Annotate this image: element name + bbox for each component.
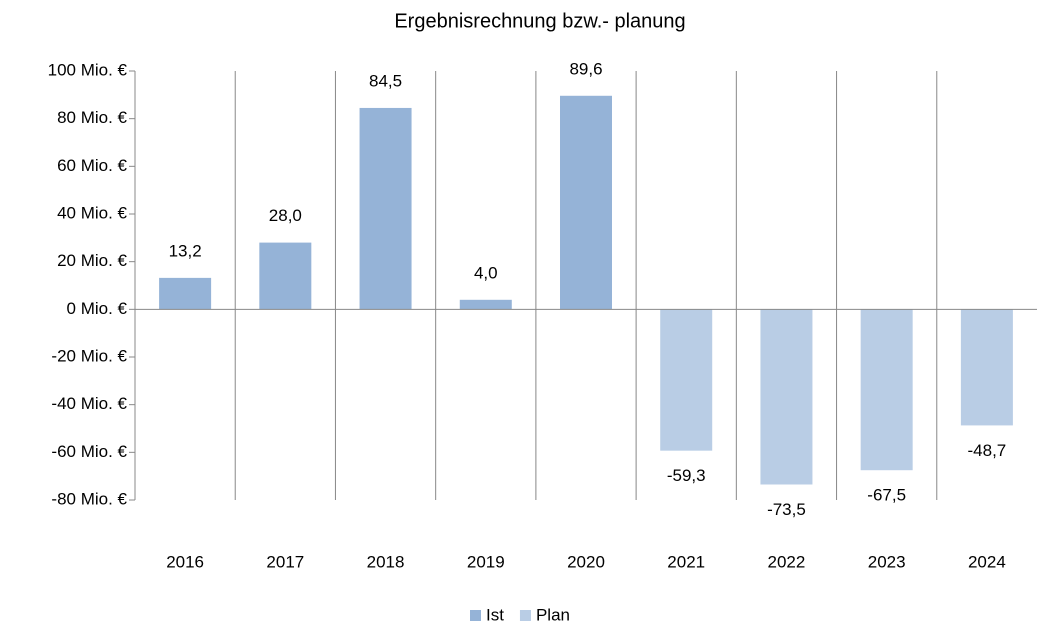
- y-tick-label: 60 Mio. €: [57, 156, 127, 175]
- y-tick-label: -60 Mio. €: [51, 442, 127, 461]
- y-tick-label: 40 Mio. €: [57, 203, 127, 222]
- bar: [359, 107, 412, 310]
- data-label: 4,0: [474, 263, 498, 282]
- x-tick-label: 2021: [667, 552, 705, 571]
- bar: [660, 309, 713, 451]
- x-tick-label: 2019: [467, 552, 505, 571]
- legend-swatch: [519, 610, 531, 621]
- data-label: 28,0: [269, 206, 302, 225]
- y-tick-label: -40 Mio. €: [51, 394, 127, 413]
- x-tick-label: 2018: [367, 552, 405, 571]
- x-tick-label: 2023: [868, 552, 906, 571]
- x-tick-label: 2024: [968, 552, 1006, 571]
- legend-label: Plan: [536, 605, 570, 624]
- x-tick-label: 2020: [567, 552, 605, 571]
- bar: [860, 309, 913, 471]
- x-tick-label: 2022: [768, 552, 806, 571]
- data-label: -73,5: [767, 500, 806, 519]
- data-label: -59,3: [667, 466, 706, 485]
- bar: [960, 309, 1013, 426]
- x-tick-label: 2016: [166, 552, 204, 571]
- data-label: -48,7: [968, 441, 1007, 460]
- x-tick-label: 2017: [266, 552, 304, 571]
- bar: [159, 277, 212, 310]
- bar: [459, 299, 512, 310]
- bar: [760, 309, 813, 485]
- legend-label: Ist: [486, 605, 504, 624]
- bar: [560, 95, 612, 310]
- y-tick-label: 0 Mio. €: [67, 299, 128, 318]
- data-label: 84,5: [369, 71, 402, 90]
- chart-title: Ergebnisrechnung bzw.- planung: [394, 10, 685, 32]
- bar: [259, 242, 312, 310]
- data-label: -67,5: [867, 486, 906, 505]
- y-tick-label: 20 Mio. €: [57, 251, 127, 270]
- y-tick-label: 100 Mio. €: [48, 60, 128, 79]
- y-tick-label: -80 Mio. €: [51, 489, 127, 508]
- y-tick-label: -20 Mio. €: [51, 346, 127, 365]
- data-label: 13,2: [169, 241, 202, 260]
- y-tick-label: 80 Mio. €: [57, 108, 127, 127]
- legend-swatch: [470, 610, 481, 621]
- data-label: 89,6: [569, 59, 602, 78]
